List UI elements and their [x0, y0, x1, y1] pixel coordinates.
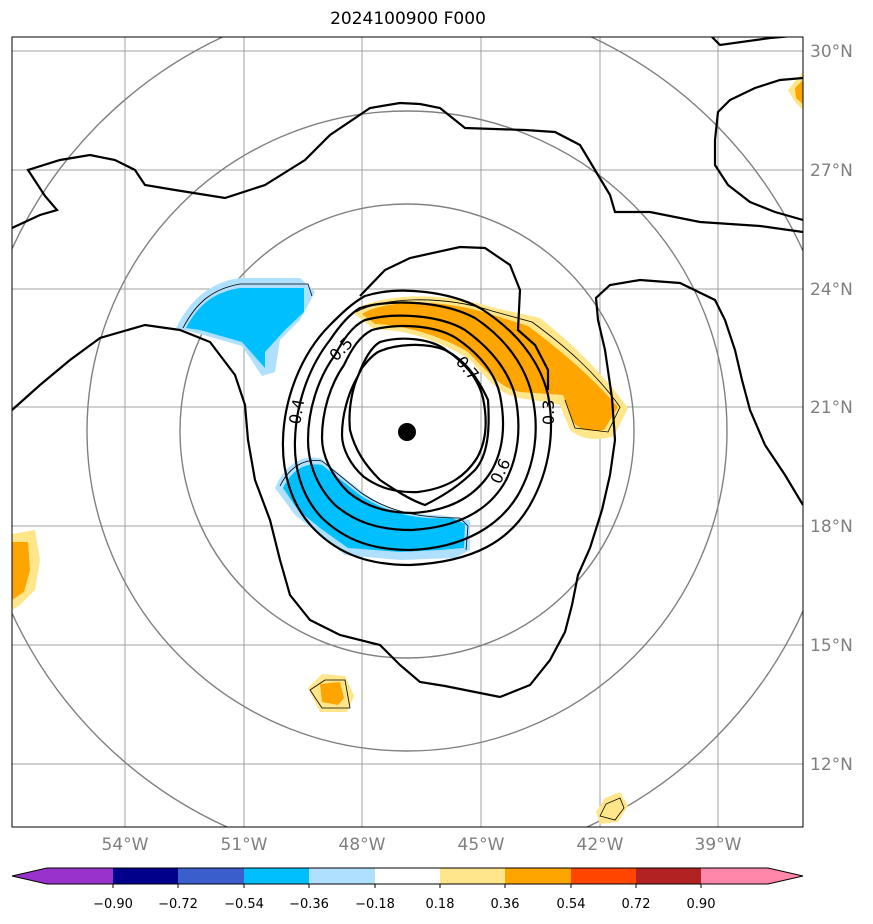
positive-region-south-core [320, 682, 344, 705]
negative-region-northwest [186, 288, 304, 368]
storm-center-marker [398, 423, 416, 441]
contour-0.5 [306, 314, 520, 532]
colorbar-tick-label: −0.72 [158, 897, 198, 912]
colorbar-tick-label: 0.90 [687, 897, 716, 912]
contours [281, 289, 553, 567]
lat-label: 21°N [810, 398, 853, 418]
lon-label: 51°W [221, 835, 268, 855]
longitude-labels: 54°W 51°W 48°W 45°W 42°W 39°W [102, 835, 742, 855]
colorbar-segment [636, 868, 701, 884]
colorbar-segment [309, 868, 375, 884]
colorbar-outline [11, 867, 804, 885]
contour-label-0.3: 0.3 [539, 400, 558, 425]
outer-contours [12, 37, 803, 699]
contour-label-0.6: 0.6 [486, 456, 514, 487]
lat-label: 30°N [810, 42, 853, 62]
contour-label-0.4: 0.4 [285, 397, 308, 425]
lat-label: 15°N [810, 636, 853, 656]
lon-label: 48°W [339, 835, 386, 855]
colorbar-tick-label: 0.36 [491, 897, 520, 912]
colorbar-segment [571, 868, 636, 884]
colorbar-segment [505, 868, 571, 884]
map-title: 2024100900 F000 [330, 9, 486, 29]
positive-region-far-south [596, 792, 628, 824]
colorbar-extend-high [701, 868, 803, 884]
colorbar-segment [113, 868, 178, 884]
colorbar-labels: −0.90 −0.72 −0.54 −0.36 −0.18 0.18 0.36 … [93, 897, 715, 912]
contour-0.4 [293, 301, 537, 552]
positive-region-main [362, 302, 618, 431]
colorbar-tick-label: −0.54 [224, 897, 264, 912]
colorbar-tick-label: −0.90 [93, 897, 133, 912]
colorbar-extend-low [12, 868, 113, 884]
contour-0.8-core [348, 343, 490, 507]
positive-region-west-edge-core [12, 542, 30, 600]
lat-label: 27°N [810, 161, 853, 181]
lon-label: 42°W [577, 835, 624, 855]
colorbar-tick-label: 0.72 [622, 897, 651, 912]
latitude-labels: 30°N 27°N 24°N 21°N 18°N 15°N 12°N [810, 42, 853, 775]
lon-label: 54°W [102, 835, 149, 855]
lon-label: 39°W [695, 835, 742, 855]
colorbar-segment [178, 868, 244, 884]
colorbar-tick-label: −0.36 [289, 897, 329, 912]
contour-0.6 [320, 324, 505, 515]
colorbar [11, 867, 804, 888]
positive-shading [12, 72, 803, 824]
colorbar-tick-label: 0.54 [557, 897, 586, 912]
positive-region-northeast-core [795, 80, 803, 104]
contour-0.3-inner [281, 289, 553, 567]
colorbar-tick-label: 0.18 [426, 897, 455, 912]
lat-label: 12°N [810, 755, 853, 775]
colorbar-tick-label: −0.18 [355, 897, 395, 912]
colorbar-segment [244, 868, 309, 884]
lat-label: 24°N [810, 280, 853, 300]
colorbar-segment [440, 868, 505, 884]
lon-label: 45°W [458, 835, 505, 855]
map-plot-area: 0.3 0.4 0.5 0.6 0.7 [12, 37, 803, 827]
colorbar-segment [375, 868, 440, 884]
range-rings [12, 37, 803, 827]
lat-label: 18°N [810, 517, 853, 537]
map-frame [11, 36, 804, 828]
graticule [12, 37, 803, 827]
